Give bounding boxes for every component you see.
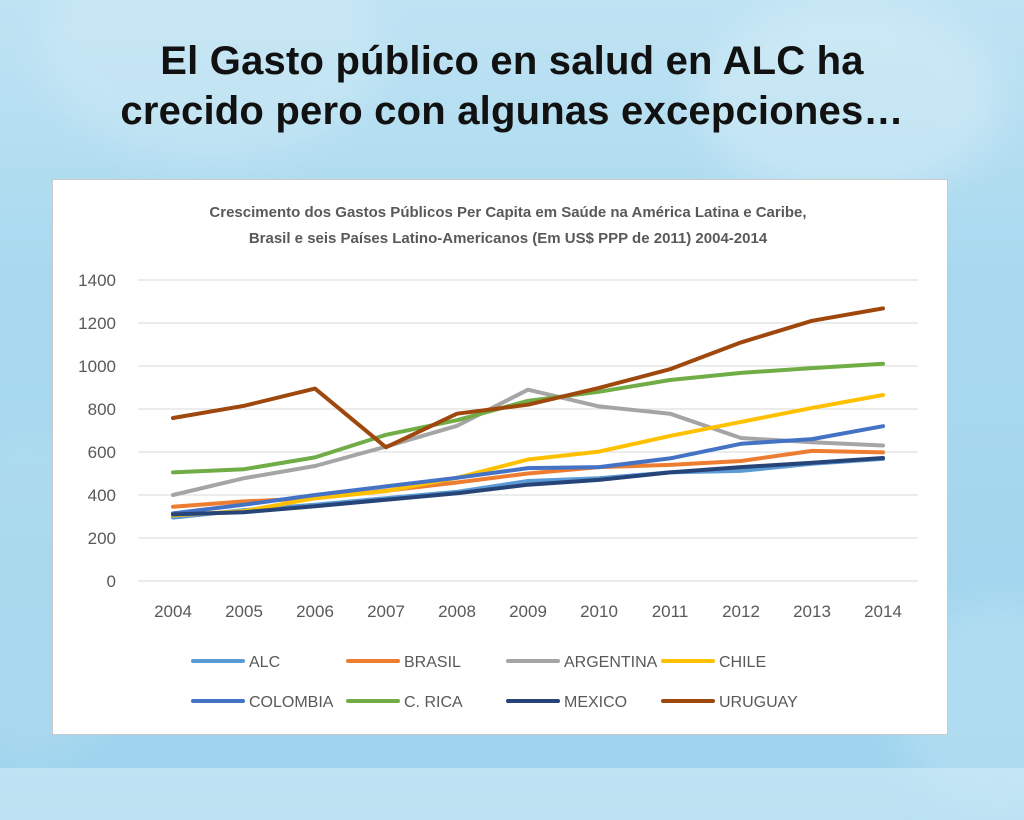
legend-label: C. RICA: [404, 694, 463, 711]
legend-label: MEXICO: [564, 694, 627, 711]
y-tick-label: 1200: [78, 314, 116, 333]
legend-label: BRASIL: [404, 654, 461, 671]
legend-item: C. RICA: [346, 694, 463, 711]
slide-title-line-1: El Gasto público en salud en ALC ha: [160, 39, 864, 83]
legend-item: ALC: [191, 654, 280, 671]
legend-item: COLOMBIA: [191, 694, 334, 711]
series-lines: [171, 306, 885, 520]
slide-title-line-2: crecido pero con algunas excepciones…: [120, 89, 904, 133]
y-tick-label: 1400: [78, 271, 116, 290]
legend-label: COLOMBIA: [249, 694, 334, 711]
x-tick-label: 2007: [367, 602, 405, 621]
y-axis-ticks: 0 200 400 600 800 1000 1200 1400: [78, 271, 116, 591]
legend-label: ALC: [249, 654, 280, 671]
series-line-uruguay: [171, 306, 885, 450]
legend: ALC BRASIL ARGENTINA CHILE COLOMBIA C. RICA ME…: [191, 654, 798, 711]
chart-panel: Crescimento dos Gastos Públicos Per Capi…: [52, 179, 948, 735]
legend-item: MEXICO: [506, 694, 627, 711]
series-line-chile: [171, 393, 885, 518]
slide-title: El Gasto público en salud en ALC ha crec…: [0, 36, 1024, 136]
x-tick-label: 2012: [722, 602, 760, 621]
series-line-colombia: [171, 424, 885, 516]
series-line-mexico: [171, 456, 885, 517]
legend-label: URUGUAY: [719, 694, 798, 711]
x-tick-label: 2010: [580, 602, 618, 621]
background-blob: [700, 0, 1000, 200]
y-tick-label: 600: [88, 443, 116, 462]
series-line-argentina: [171, 387, 885, 497]
x-tick-label: 2009: [509, 602, 547, 621]
chart-title: Crescimento dos Gastos Públicos Per Capi…: [209, 204, 806, 221]
legend-item: URUGUAY: [661, 694, 798, 711]
x-tick-label: 2006: [296, 602, 334, 621]
legend-item: CHILE: [661, 654, 766, 671]
x-tick-label: 2014: [864, 602, 902, 621]
x-tick-label: 2008: [438, 602, 476, 621]
gridlines: [138, 279, 918, 582]
y-tick-label: 200: [88, 529, 116, 548]
x-tick-label: 2011: [652, 602, 689, 621]
x-axis-ticks: 2004 2005 2006 2007 2008 2009 2010 2011 2012 2013…: [154, 602, 902, 621]
y-tick-label: 800: [88, 400, 116, 419]
y-tick-label: 400: [88, 486, 116, 505]
x-tick-label: 2005: [225, 602, 263, 621]
line-chart: Crescimento dos Gastos Públicos Per Capi…: [78, 204, 918, 711]
y-tick-label: 0: [107, 572, 116, 591]
x-tick-label: 2013: [793, 602, 831, 621]
legend-label: CHILE: [719, 654, 766, 671]
chart-subtitle: Brasil e seis Países Latino-Americanos (…: [249, 230, 768, 247]
series-line-c-rica: [171, 361, 885, 475]
legend-item: BRASIL: [346, 654, 461, 671]
legend-item: ARGENTINA: [506, 654, 658, 671]
y-tick-label: 1000: [78, 357, 116, 376]
legend-label: ARGENTINA: [564, 654, 658, 671]
x-tick-label: 2004: [154, 602, 192, 621]
